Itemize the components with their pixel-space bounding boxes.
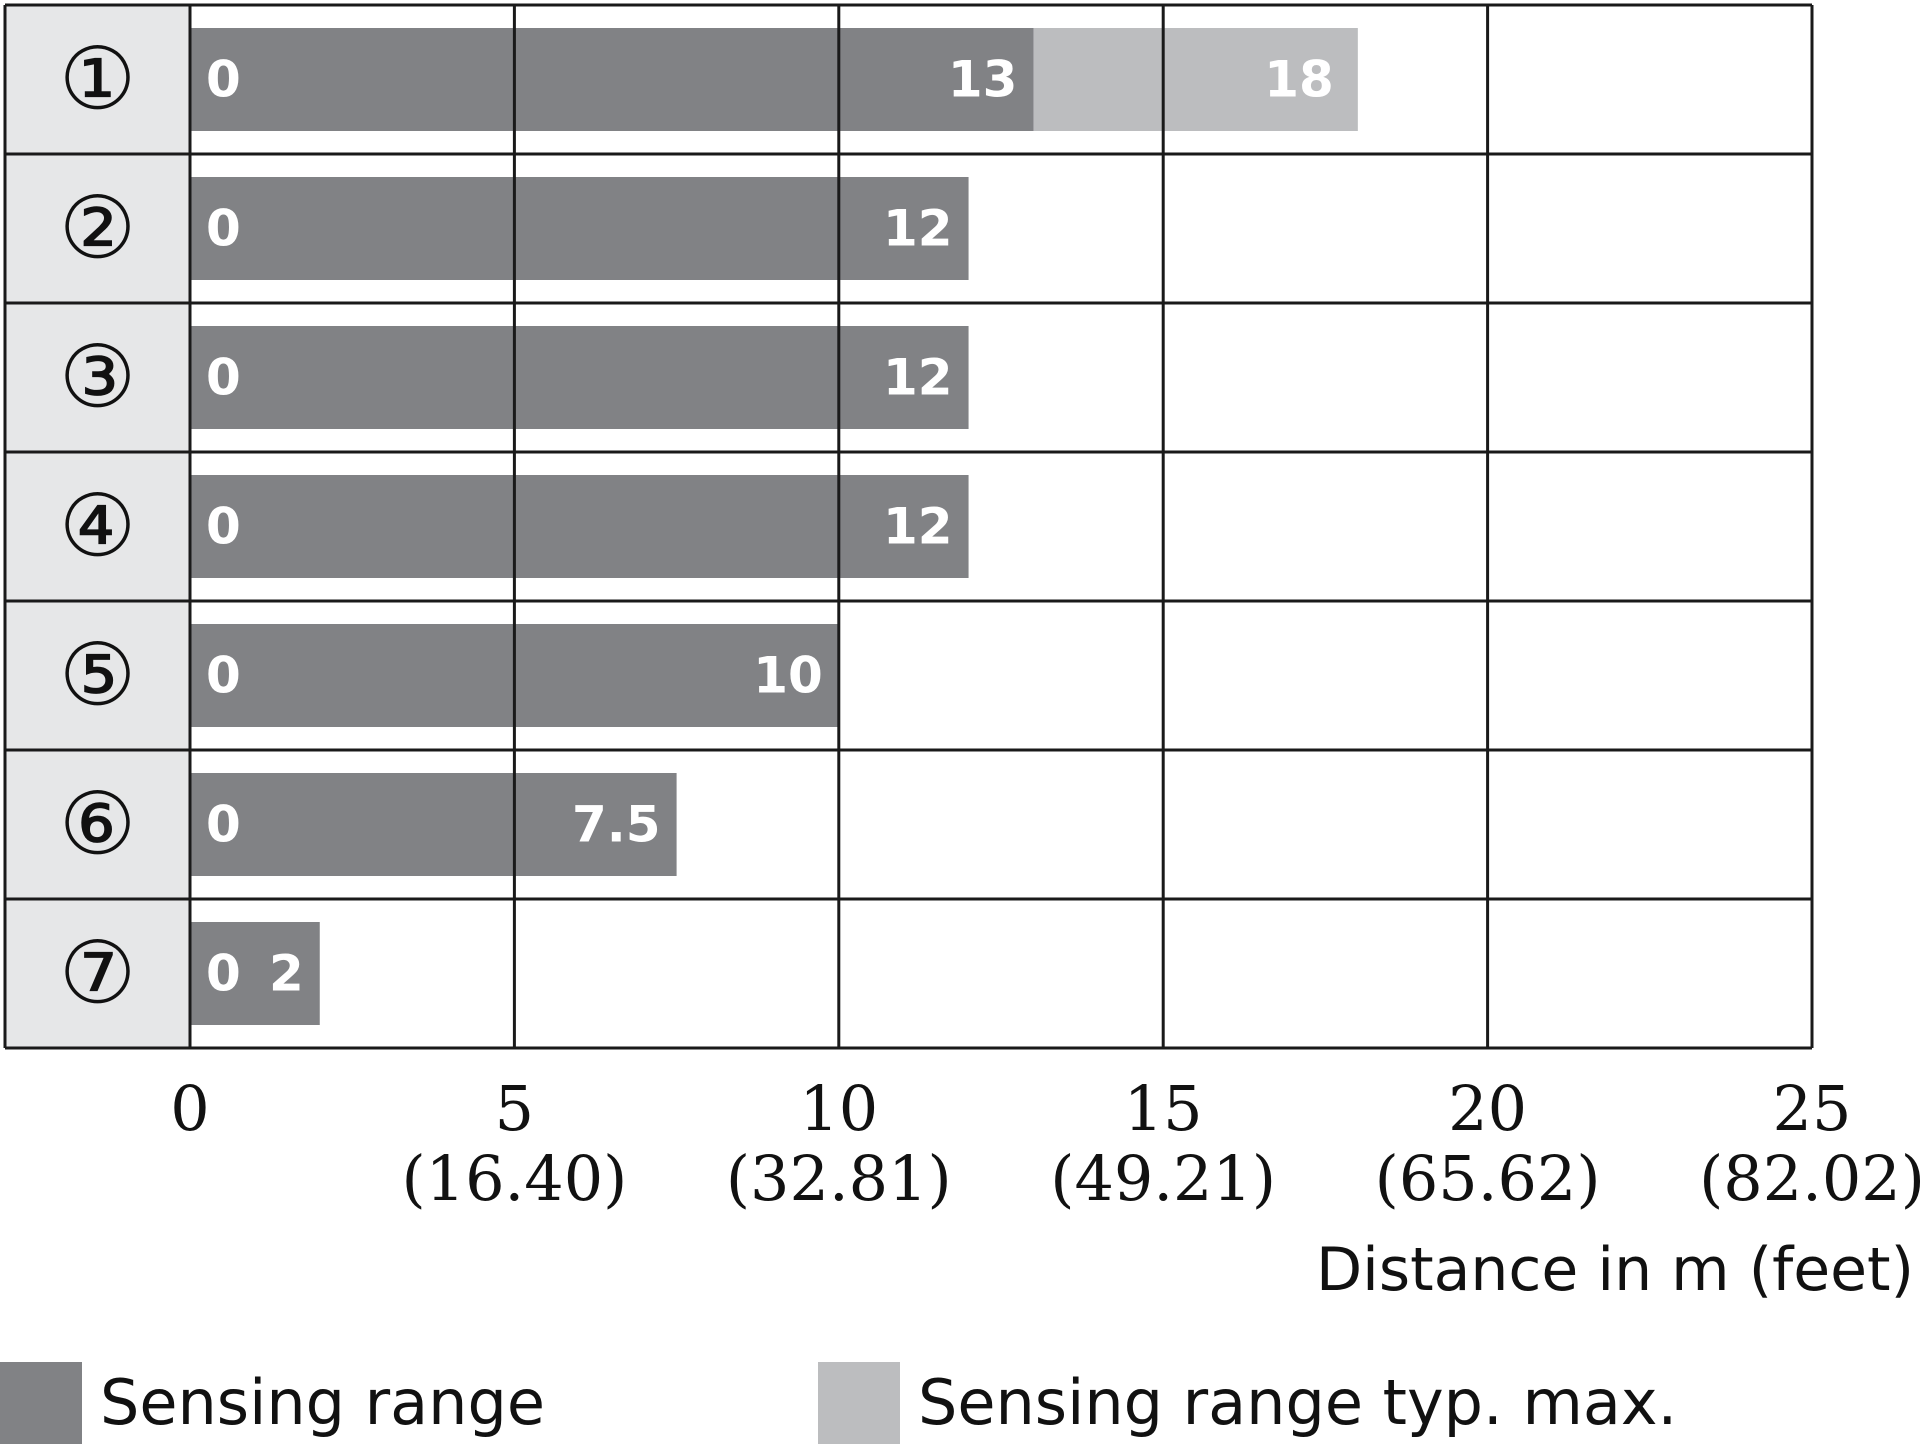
x-tick-sublabel: (49.21) [1050, 1142, 1276, 1215]
bar-sensing-range-4 [190, 475, 969, 578]
x-tick-sublabel: (32.81) [726, 1142, 952, 1215]
bar-start-label: 0 [206, 349, 241, 407]
bar-sensing-range-6 [190, 773, 677, 876]
bar-end-label: 2 [269, 945, 304, 1003]
bars-layer: 0 13 180 120 120 120 100 7.50 2 [190, 28, 1358, 1025]
row-label-6: ⑥ [59, 775, 136, 875]
x-tick-label: 20 [1448, 1072, 1527, 1145]
bar-sensing-range-3 [190, 326, 969, 429]
x-tick-label: 10 [799, 1072, 878, 1145]
row-label-1: ① [59, 30, 136, 130]
bar-sensing-range-7 [190, 922, 320, 1025]
bar-start-label: 0 [206, 945, 241, 1003]
bar-sensing-range-1 [190, 28, 1034, 131]
bar-start-label: 0 [206, 498, 241, 556]
bar-end-label: 7.5 [572, 796, 661, 854]
grid-layer [3, 3, 1814, 1050]
x-tick-sublabel: (16.40) [401, 1142, 627, 1215]
legend-label: Sensing range typ. max. [918, 1366, 1677, 1439]
legend: Sensing range Sensing range typ. max. [0, 1362, 1677, 1444]
row-label-3: ③ [59, 328, 136, 428]
legend-swatch [0, 1362, 82, 1444]
bar-start-label: 0 [206, 647, 241, 705]
x-tick-label: 25 [1773, 1072, 1852, 1145]
row-label-4: ④ [59, 477, 136, 577]
row-label-5: ⑤ [59, 626, 136, 726]
label-column-background [5, 5, 190, 1048]
row-label-2: ② [59, 179, 136, 279]
bar-start-label: 0 [206, 796, 241, 854]
bar-sensing-range-2 [190, 177, 969, 280]
legend-label: Sensing range [100, 1366, 545, 1439]
row-label-7: ⑦ [59, 924, 136, 1024]
x-tick-label: 5 [495, 1072, 534, 1145]
bar-end-label: 12 [883, 349, 953, 407]
x-axis-title: Distance in m (feet) [1316, 1235, 1914, 1305]
bar-end-label: 12 [883, 200, 953, 258]
x-tick-sublabel: (65.62) [1375, 1142, 1601, 1215]
bar-start-label: 0 [206, 200, 241, 258]
bar-end-label: 12 [883, 498, 953, 556]
x-tick-label: 15 [1124, 1072, 1203, 1145]
bar-max-label: 18 [1264, 51, 1334, 109]
x-tick-sublabel: (82.02) [1699, 1142, 1920, 1215]
bar-start-label: 0 [206, 51, 241, 109]
legend-swatch [818, 1362, 900, 1444]
x-tick-label: 0 [170, 1072, 209, 1145]
bar-end-label: 10 [753, 647, 823, 705]
bar-end-label: 13 [948, 51, 1018, 109]
